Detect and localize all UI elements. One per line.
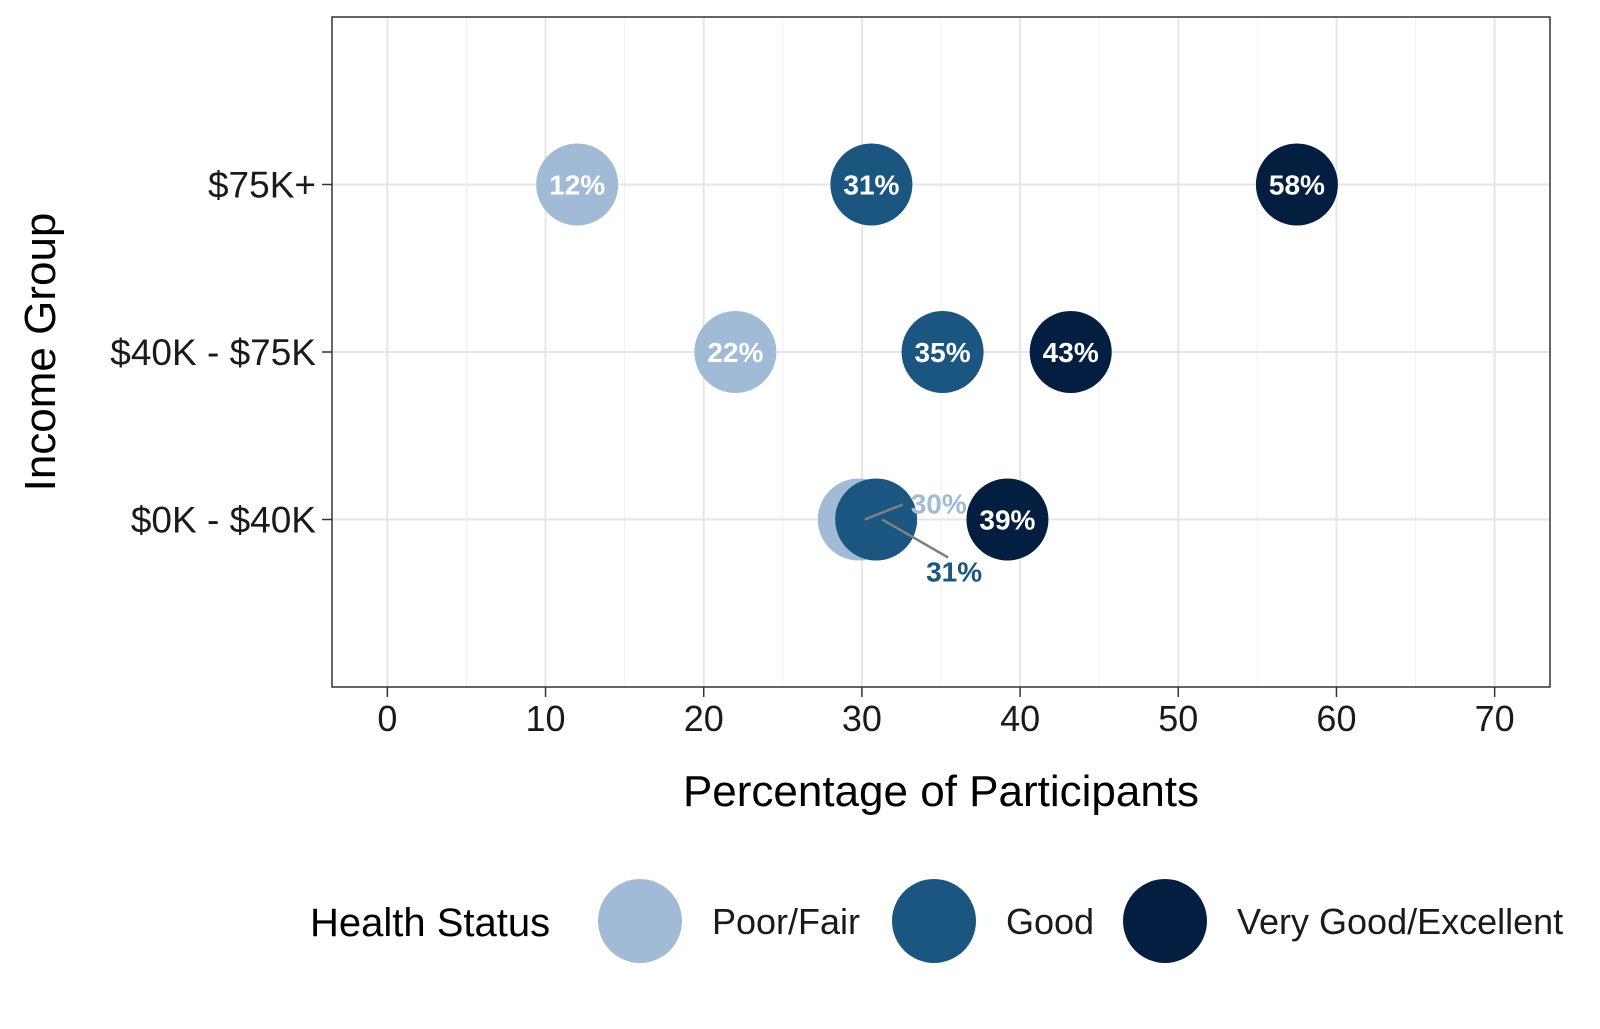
data-label: 35% [915, 337, 971, 368]
y-tick-label: $75K+ [208, 165, 316, 206]
legend-label: Good [1006, 901, 1094, 942]
x-tick-label: 60 [1316, 698, 1356, 739]
x-tick-label: 40 [1000, 698, 1040, 739]
data-point [966, 478, 1049, 561]
legend: Health Status Poor/Fair Good Very Good/Exce… [310, 879, 1563, 963]
legend-key [1123, 879, 1207, 963]
data-label: 31% [926, 557, 982, 588]
x-tick-label: 30 [842, 698, 882, 739]
label-leader-line [864, 503, 904, 521]
data-point [694, 311, 777, 393]
data-label: 39% [979, 505, 1035, 536]
legend-key [892, 879, 976, 963]
x-tick-label: 20 [684, 698, 724, 739]
data-point [835, 478, 918, 561]
data-point [1029, 311, 1112, 393]
legend-label: Poor/Fair [712, 901, 860, 942]
x-tick-label: 50 [1158, 698, 1198, 739]
axes: 0 10 20 30 40 50 60 70 $0K - $40K $40K - $75K $75K… [110, 165, 1514, 740]
data-point [536, 143, 619, 226]
legend-title: Health Status [310, 901, 550, 945]
data-label: 22% [707, 337, 763, 368]
data-points: 30% 22% 12% 31% 35% 31% 39% 43% 58% [536, 143, 1338, 588]
data-point [830, 143, 913, 226]
data-label: 12% [549, 170, 605, 201]
y-axis-title: Income Group [16, 213, 65, 492]
data-label: 30% [911, 489, 967, 520]
y-tick-label: $40K - $75K [110, 332, 316, 373]
label-leader-line [881, 518, 949, 559]
x-axis-title: Percentage of Participants [683, 767, 1199, 816]
legend-label: Very Good/Excellent [1237, 901, 1563, 942]
x-tick-label: 0 [377, 698, 397, 739]
data-label: 58% [1269, 170, 1325, 201]
y-tick-label: $0K - $40K [131, 500, 316, 541]
x-tick-label: 10 [526, 698, 566, 739]
data-point [1255, 143, 1338, 226]
data-point [901, 311, 984, 393]
legend-key [598, 879, 682, 963]
x-tick-label: 70 [1475, 698, 1515, 739]
data-label: 43% [1043, 337, 1099, 368]
data-label: 31% [843, 170, 899, 201]
